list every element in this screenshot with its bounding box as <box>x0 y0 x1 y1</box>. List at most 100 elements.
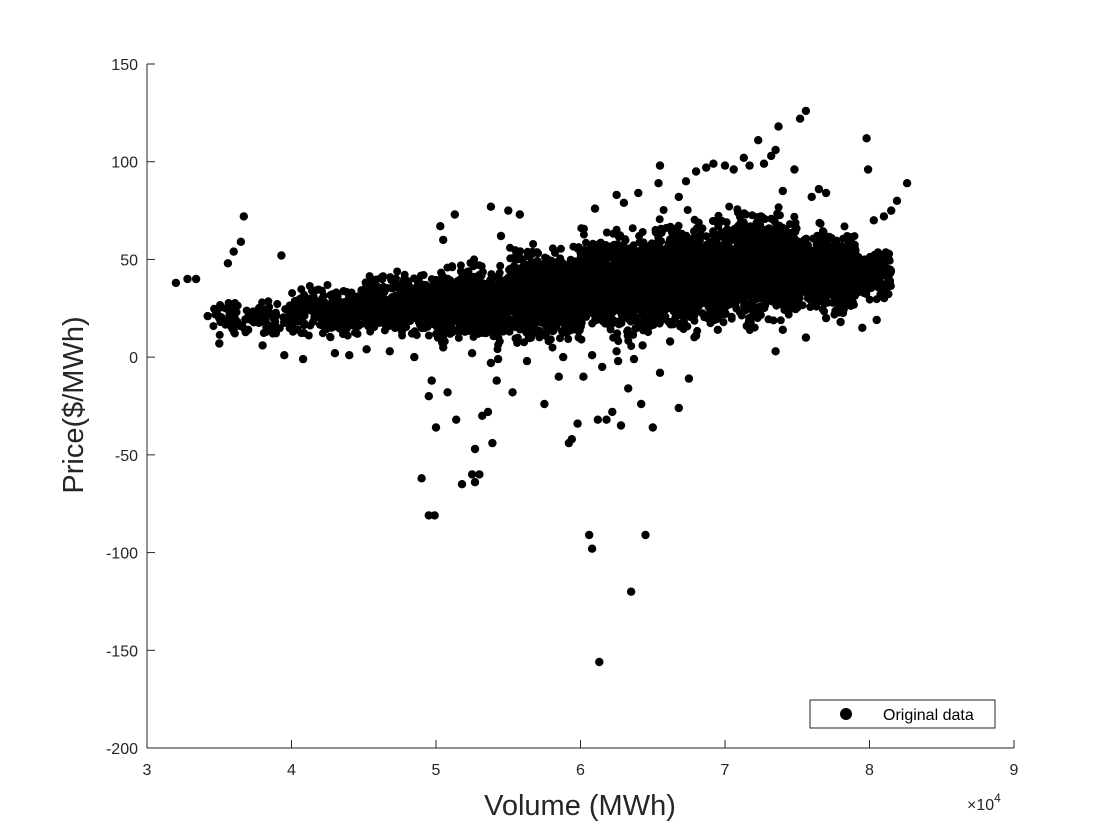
data-point <box>329 312 338 321</box>
data-point <box>281 305 290 314</box>
data-point <box>654 313 663 322</box>
data-point <box>233 301 242 310</box>
data-point <box>659 206 668 214</box>
data-point <box>440 295 448 304</box>
data-point <box>493 345 502 354</box>
data-point <box>721 309 730 318</box>
data-point <box>432 311 441 320</box>
data-point <box>345 308 354 317</box>
data-point <box>714 314 722 323</box>
data-point <box>625 315 634 324</box>
data-point <box>273 300 282 308</box>
data-point <box>661 312 670 321</box>
data-point <box>310 309 319 318</box>
data-point <box>650 263 659 272</box>
data-point <box>530 269 538 278</box>
data-point <box>466 259 475 267</box>
data-point <box>519 319 528 328</box>
data-point <box>300 290 309 299</box>
data-point <box>610 285 618 294</box>
data-point <box>519 296 528 305</box>
data-point <box>694 295 703 304</box>
data-point <box>456 324 465 333</box>
data-point <box>626 262 635 271</box>
data-point <box>589 308 598 317</box>
data-point <box>617 260 626 269</box>
data-point <box>365 286 374 295</box>
data-point <box>642 270 651 279</box>
data-point <box>387 276 396 285</box>
data-point <box>612 334 621 343</box>
data-point <box>505 317 513 326</box>
data-point <box>225 321 234 330</box>
data-point <box>596 286 605 295</box>
data-point <box>710 244 719 252</box>
data-point <box>522 260 531 269</box>
data-point <box>596 238 605 247</box>
data-point <box>365 272 374 281</box>
data-point <box>215 330 224 339</box>
data-point <box>674 268 683 276</box>
data-point <box>651 294 660 303</box>
data-point <box>694 254 703 263</box>
data-point <box>448 310 457 319</box>
data-point <box>527 333 536 342</box>
data-point <box>655 215 664 224</box>
data-point <box>473 303 482 312</box>
data-point <box>704 303 713 312</box>
data-point <box>708 217 717 225</box>
data-point <box>351 328 359 337</box>
data-point <box>258 298 267 307</box>
data-point <box>401 284 410 293</box>
data-point <box>439 330 448 339</box>
data-point <box>511 252 520 260</box>
data-point <box>388 297 397 306</box>
data-point <box>654 235 663 244</box>
data-point <box>320 298 329 307</box>
data-point <box>725 202 734 211</box>
data-point <box>592 269 600 278</box>
data-point <box>635 272 644 281</box>
data-point <box>307 302 316 310</box>
data-point <box>279 313 288 322</box>
data-point <box>361 278 370 287</box>
data-point <box>342 299 351 308</box>
data-point <box>398 331 407 340</box>
data-point <box>556 258 565 267</box>
data-point <box>534 290 543 299</box>
data-point <box>316 320 324 329</box>
data-point <box>655 242 664 251</box>
data-point <box>416 271 425 280</box>
data-point <box>523 283 532 292</box>
data-point <box>434 284 443 293</box>
data-point <box>479 311 488 320</box>
data-point <box>464 272 473 281</box>
data-point <box>709 251 718 260</box>
data-point <box>416 297 425 306</box>
data-point <box>635 232 644 240</box>
data-point <box>472 274 481 283</box>
data-point <box>683 236 692 245</box>
data-point <box>472 324 481 333</box>
data-point <box>666 262 675 271</box>
data-point <box>767 214 776 223</box>
data-point <box>685 249 694 258</box>
data-point <box>584 258 593 267</box>
data-point <box>666 283 675 291</box>
data-point <box>562 272 571 281</box>
data-point <box>457 305 466 314</box>
data-point <box>469 332 478 341</box>
data-point <box>490 296 499 305</box>
data-point <box>651 254 660 262</box>
data-point <box>514 273 523 282</box>
data-point <box>524 273 532 282</box>
data-point <box>663 297 672 306</box>
data-point <box>504 273 513 282</box>
data-point <box>609 266 618 275</box>
data-point <box>534 316 543 325</box>
data-point <box>615 249 624 257</box>
data-point <box>543 268 551 277</box>
data-point <box>674 255 683 264</box>
data-point <box>342 315 351 323</box>
